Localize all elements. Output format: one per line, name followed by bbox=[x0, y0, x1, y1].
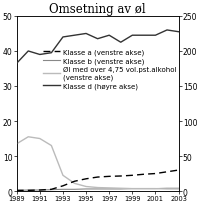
Title: Omsetning av øl: Omsetning av øl bbox=[49, 3, 146, 16]
Legend: Klasse a (venstre akse), Klasse b (venstre akse), Øl med over 4,75 vol.pst.alkoh: Klasse a (venstre akse), Klasse b (venst… bbox=[42, 48, 177, 90]
